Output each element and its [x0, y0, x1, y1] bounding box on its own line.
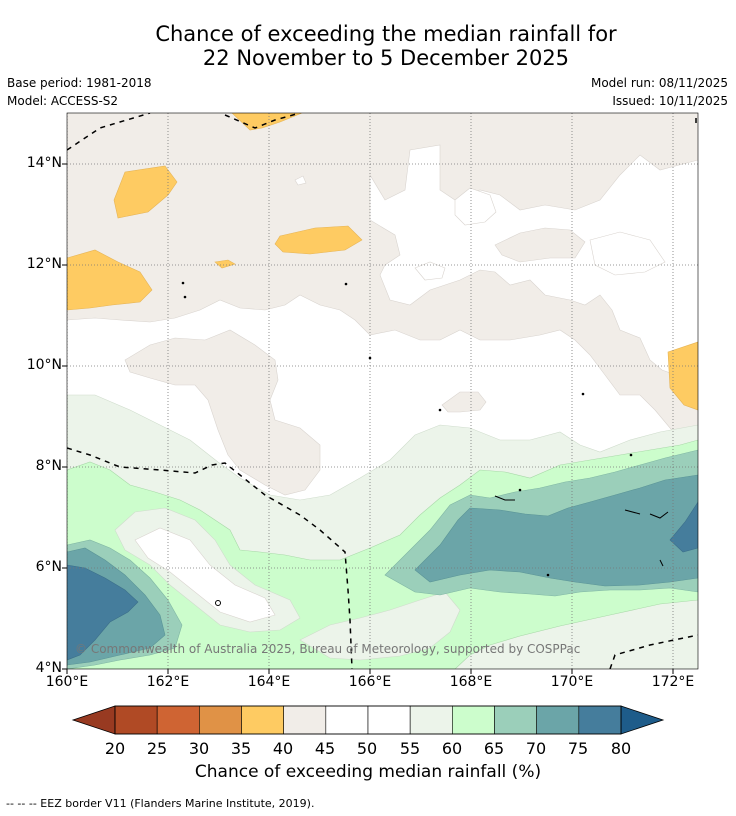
colorbar-swatch: [283, 705, 327, 735]
map-plot-area: © Commonwealth of Australia 2025, Bureau…: [67, 113, 698, 669]
colorbar-swatch: [325, 705, 369, 735]
colorbar-tick: 75: [567, 739, 589, 758]
colorbar-swatch: [156, 705, 200, 735]
colorbar-tick: 25: [146, 739, 168, 758]
lon-label-166e: 166°E: [348, 674, 392, 690]
contour-75-80: [67, 501, 698, 661]
lon-label-162e: 162°E: [146, 674, 190, 690]
colorbar-swatch: [452, 705, 495, 735]
meta-right: Model run: 08/11/2025 Issued: 10/11/2025: [591, 74, 728, 110]
title-line-2: 22 November to 5 December 2025: [202, 46, 570, 70]
contour-45-50-southwest: [134, 527, 276, 623]
colorbar-tick: 40: [272, 739, 294, 758]
colorbar-under-arrow: [71, 705, 116, 735]
lon-label-164e: 164°E: [247, 674, 291, 690]
colorbar-tick: 80: [610, 739, 632, 758]
colorbar-frame: [114, 705, 622, 735]
colorbar-swatch: [409, 705, 453, 735]
map-frame: [66, 112, 699, 670]
issued-date: Issued: 10/11/2025: [612, 94, 728, 108]
colorbar-swatch: [578, 705, 622, 735]
colorbar-tick: 50: [356, 739, 378, 758]
colorbar-tick: 60: [441, 739, 463, 758]
lon-label-160e: 160°E: [45, 674, 89, 690]
colorbar-tick: 45: [314, 739, 336, 758]
contour-45-50-holes: [294, 175, 666, 281]
islands: [181, 281, 669, 606]
base-period: Base period: 1981-2018: [7, 76, 152, 90]
contour-55-60-south: [299, 591, 461, 661]
model-run: Model run: 08/11/2025: [590, 76, 728, 90]
colorbar-tick: 65: [483, 739, 505, 758]
graticule: [67, 113, 698, 669]
colorbar-title: Chance of exceeding median rainfall (%): [194, 762, 542, 782]
colorbar-tick: 30: [188, 739, 210, 758]
lat-label-6n: 6°N: [35, 559, 62, 575]
axis-ticks: [62, 163, 674, 674]
colorbar-swatch: [114, 705, 158, 735]
lat-label-14n: 14°N: [26, 155, 62, 171]
eez-legend: -- -- -- EEZ border V11 (Flanders Marine…: [6, 797, 315, 810]
lat-label-4n: 4°N: [35, 660, 62, 676]
colorbar-tick: 35: [230, 739, 252, 758]
lon-label-168e: 168°E: [449, 674, 493, 690]
copyright-notice: © Commonwealth of Australia 2025, Bureau…: [75, 642, 580, 656]
colorbar-swatch: [367, 705, 411, 735]
lat-label-12n: 12°N: [26, 256, 62, 272]
model-name: Model: ACCESS-S2: [7, 94, 119, 108]
lon-label-170e: 170°E: [550, 674, 594, 690]
contour-40-45: [67, 113, 698, 496]
colorbar: [71, 705, 665, 735]
lat-label-10n: 10°N: [26, 357, 62, 373]
eez-border: [67, 113, 698, 669]
colorbar-tick: 55: [399, 739, 421, 758]
map-title: Chance of exceeding the median rainfall …: [0, 22, 736, 70]
colorbar-swatch: [241, 705, 284, 735]
title-line-1: Chance of exceeding the median rainfall …: [155, 22, 617, 46]
colorbar-tick: 70: [525, 739, 547, 758]
colorbar-swatch: [536, 705, 580, 735]
lat-label-8n: 8°N: [35, 458, 62, 474]
colorbar-tick: 20: [104, 739, 126, 758]
colorbar-over-arrow: [620, 705, 665, 735]
lon-label-172e: 172°E: [651, 674, 695, 690]
meta-left: Base period: 1981-2018 Model: ACCESS-S2: [7, 74, 152, 110]
colorbar-swatch: [199, 705, 242, 735]
colorbar-swatch: [494, 705, 537, 735]
